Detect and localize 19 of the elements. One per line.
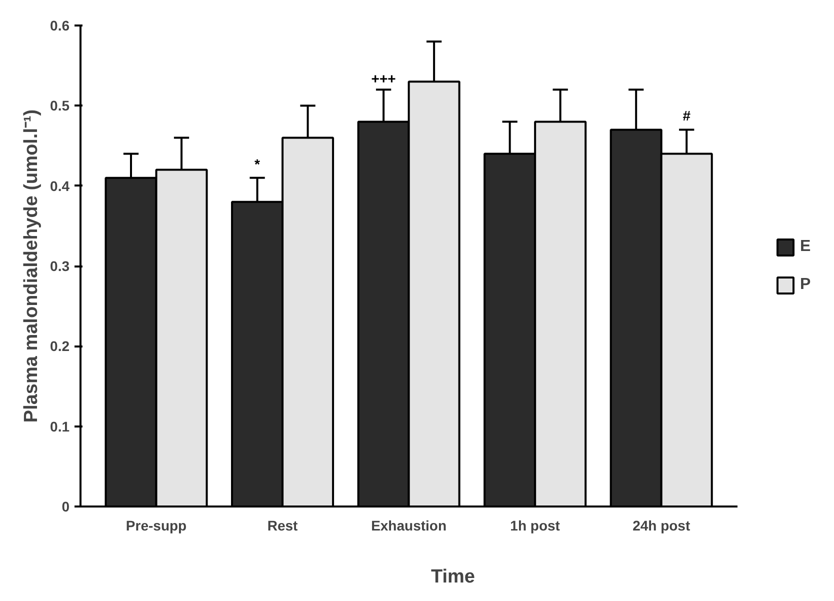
x-axis-title: Time [431, 566, 476, 588]
x-tick-label: Pre-supp [126, 518, 187, 534]
legend-label: E [800, 238, 812, 256]
y-tick-label: 0.6 [50, 18, 70, 34]
x-tick-label: 24h post [632, 518, 690, 534]
y-tick-label: 0 [62, 498, 70, 514]
y-axis-title: Plasma malondialdehyde (umol.l⁻¹) [21, 109, 42, 423]
annotation: +++ [371, 70, 396, 87]
x-tick-label: 1h post [510, 518, 560, 534]
y-tick-label: 0.1 [50, 418, 70, 434]
y-tick-label: 0.4 [50, 178, 70, 194]
y-tick-label: 0.5 [50, 98, 70, 114]
annotation: # [682, 108, 691, 124]
y-tick-label: 0.3 [50, 258, 70, 274]
x-tick-label: Rest [267, 518, 298, 534]
legend-label: P [800, 276, 812, 294]
y-tick-label: 0.2 [50, 338, 70, 354]
x-tick-label: Exhaustion [371, 518, 447, 534]
annotation: * [254, 156, 261, 172]
